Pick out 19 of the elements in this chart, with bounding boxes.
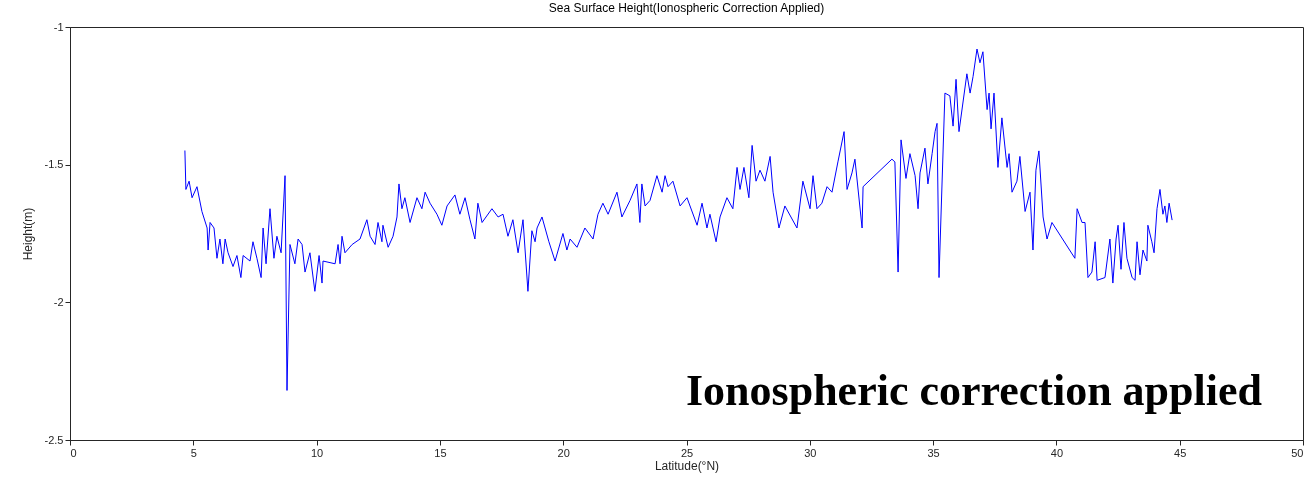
y-tick-label: -1.5 — [44, 158, 64, 171]
x-tick-label: 10 — [310, 446, 324, 459]
x-tick-label: 35 — [927, 446, 940, 459]
y-axis-title: Height(m) — [20, 207, 35, 261]
x-tick-label: 30 — [804, 446, 817, 459]
x-tick-label: 40 — [1050, 446, 1064, 459]
y-tick-label: -2 — [53, 295, 64, 308]
x-tick-label: 50 — [1291, 446, 1304, 459]
chart-title: Sea Surface Height(Ionospheric Correction Applied) — [548, 1, 825, 15]
x-axis-title: Latitude(°N) — [654, 458, 720, 473]
x-tick-label: 15 — [434, 446, 447, 459]
y-tick-label: -1 — [53, 20, 64, 33]
annotation: Ionospheric correction applied — [685, 366, 1262, 415]
x-tick-label: 5 — [190, 446, 197, 459]
x-tick-label: 45 — [1174, 446, 1187, 459]
x-tick-label: 20 — [557, 446, 570, 459]
x-tick-label: 25 — [680, 446, 694, 459]
y-tick-label: -2.5 — [44, 433, 64, 446]
x-tick-label: 0 — [70, 446, 77, 459]
